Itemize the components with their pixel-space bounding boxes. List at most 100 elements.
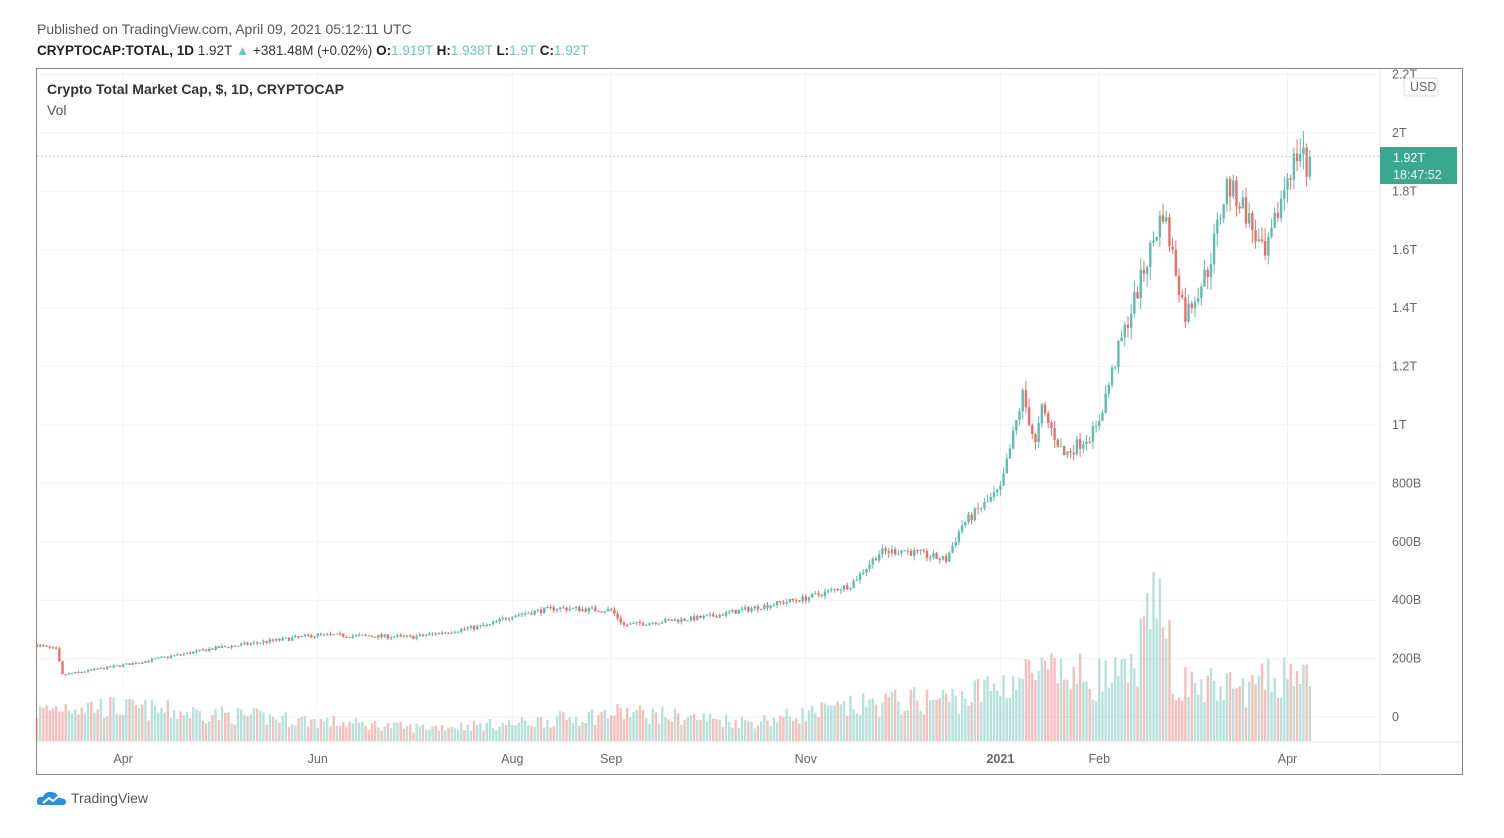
candle-body xyxy=(361,634,364,636)
volume-bar xyxy=(383,726,386,741)
volume-bar xyxy=(255,708,259,741)
candle-body xyxy=(520,613,524,615)
candle-body xyxy=(743,607,747,610)
up-arrow-icon: ▲ xyxy=(235,43,250,58)
candle-body xyxy=(514,615,517,618)
candle-body xyxy=(960,525,964,532)
change: +381.48M (+0.02%) xyxy=(252,43,373,58)
candle-body xyxy=(472,625,476,630)
volume-bar xyxy=(354,717,358,741)
volume-bar xyxy=(1123,658,1126,741)
volume-bar xyxy=(415,724,418,741)
candle-body xyxy=(817,593,820,595)
candle-body xyxy=(166,656,169,658)
volume-bar xyxy=(995,690,999,741)
candle-body xyxy=(265,641,268,643)
candle-body xyxy=(980,508,983,510)
price-tick-label: 400B xyxy=(1392,593,1421,607)
volume-bar xyxy=(51,708,55,741)
volume-indicator-label[interactable]: Vol xyxy=(47,102,67,118)
volume-bar xyxy=(641,709,645,741)
volume-bar xyxy=(638,705,642,741)
time-tick-label: Jun xyxy=(308,752,328,766)
volume-bar xyxy=(610,715,613,741)
price-tick-label: 1T xyxy=(1392,418,1407,432)
symbol: CRYPTOCAP:TOTAL, 1D xyxy=(37,43,195,58)
candle-body xyxy=(137,662,141,664)
candle-body xyxy=(1187,303,1190,322)
candle-body xyxy=(479,625,482,627)
volume-bar xyxy=(370,723,374,741)
candle-body xyxy=(208,648,211,652)
volume-bar xyxy=(291,723,294,741)
time-tick-label: Feb xyxy=(1088,752,1110,766)
volume-bar xyxy=(128,698,131,741)
candle-body xyxy=(868,564,871,569)
candle-body xyxy=(622,622,626,625)
candle-body xyxy=(581,608,584,611)
volume-bar xyxy=(1043,660,1047,741)
candle-body xyxy=(1133,291,1136,314)
candle-body xyxy=(887,551,890,554)
candle-body xyxy=(227,646,230,648)
candle-body xyxy=(332,634,335,636)
volume-bar xyxy=(613,715,616,741)
candle-body xyxy=(712,614,715,617)
candle-body xyxy=(1142,269,1146,274)
candle-body xyxy=(128,663,131,665)
candle-body xyxy=(1263,241,1267,256)
candle-body xyxy=(1037,423,1040,443)
candle-body xyxy=(967,514,970,522)
candle-body xyxy=(1222,204,1225,219)
volume-bar xyxy=(1082,682,1085,741)
candle-body xyxy=(201,649,205,651)
volume-bar xyxy=(77,714,80,741)
candle-body xyxy=(715,616,718,618)
volume-bar xyxy=(801,708,804,741)
tradingview-logo[interactable]: TradingView xyxy=(36,789,148,807)
volume-bar xyxy=(491,728,495,741)
candle-body xyxy=(810,593,814,598)
volume-bar xyxy=(581,721,584,741)
chart-frame[interactable] xyxy=(36,68,1463,775)
volume-bar xyxy=(676,713,680,741)
candle-body xyxy=(833,589,836,591)
volume-bar xyxy=(533,726,536,741)
volume-bar xyxy=(893,689,897,741)
volume-bar xyxy=(243,714,246,741)
candle-body xyxy=(954,542,957,546)
candle-body xyxy=(1283,189,1286,199)
candle-body xyxy=(964,521,967,526)
volume-bar xyxy=(1254,684,1257,741)
candle-body xyxy=(1082,444,1085,449)
volume-bar xyxy=(38,706,42,741)
volume-bar xyxy=(1241,677,1245,741)
candle-body xyxy=(224,646,227,648)
candle-body xyxy=(718,614,721,618)
volume-bar xyxy=(897,701,900,741)
volume-bar xyxy=(702,713,705,741)
candle-body xyxy=(842,585,846,590)
volume-bar xyxy=(134,704,138,741)
candle-body xyxy=(319,633,323,635)
time-tick-label: 2021 xyxy=(986,752,1014,766)
volume-bar xyxy=(64,704,67,741)
candle-body xyxy=(246,642,249,645)
volume-bar xyxy=(590,709,594,741)
volume-bar xyxy=(689,715,693,741)
candle-body xyxy=(625,624,629,626)
volume-bar xyxy=(351,723,355,741)
close-value: 1.92T xyxy=(553,43,589,58)
candle-body xyxy=(919,550,922,552)
volume-bar xyxy=(201,720,205,741)
candle-body xyxy=(651,622,654,624)
volume-bar xyxy=(342,722,345,741)
time-tick-label: Apr xyxy=(1278,752,1297,766)
candle-body xyxy=(255,642,259,644)
candle-body xyxy=(1216,219,1219,234)
volume-bar xyxy=(543,727,546,741)
candle-body xyxy=(1260,239,1264,242)
volume-bar xyxy=(118,714,122,741)
volume-bar xyxy=(772,717,776,741)
